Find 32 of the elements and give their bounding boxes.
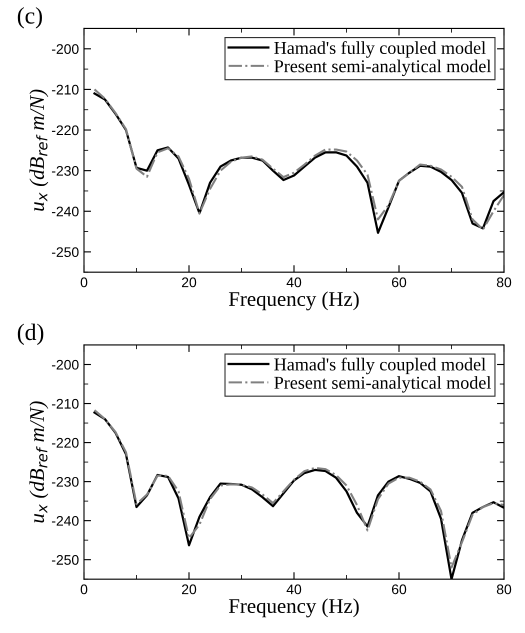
chart-title: (c): [18, 7, 42, 28]
y-axis-title: u$_{x}$ (dB$_{ref}$ m/N): [29, 90, 48, 211]
y-tick-label: -230: [52, 476, 79, 487]
y-tick-label: -230: [52, 166, 79, 176]
y-tick-label: -210: [52, 84, 79, 95]
x-tick-label: 20: [182, 277, 196, 288]
x-tick-label: 0: [80, 277, 88, 288]
y-tick-label: -250: [52, 247, 79, 258]
x-tick-label: 80: [496, 584, 512, 594]
y-axis-title: u$_{x}$ (dB$_{ref}$ m/N): [29, 401, 48, 523]
legend-label: Hamad's fully coupled model: [274, 41, 486, 58]
x-axis-title: Frequency (Hz): [228, 598, 359, 618]
y-tick-label: -250: [52, 555, 79, 565]
x-axis-title: Frequency (Hz): [228, 291, 359, 310]
y-tick-label: -200: [52, 360, 79, 370]
y-tick-label: -210: [52, 398, 79, 409]
y-tick-label: -240: [52, 516, 79, 526]
y-tick-label: -200: [52, 44, 79, 54]
y-tick-label: -220: [52, 125, 79, 136]
x-tick-label: 60: [392, 277, 406, 288]
chart-title: (d): [18, 324, 44, 345]
x-tick-label: 40: [286, 584, 302, 594]
legend-label: Present semi-analytical model: [274, 376, 491, 393]
x-tick-label: 0: [80, 584, 88, 594]
legend-label: Present semi-analytical model: [274, 60, 491, 76]
x-tick-label: 80: [496, 277, 512, 288]
x-tick-label: 60: [392, 584, 406, 594]
legend-label: Hamad's fully coupled model: [274, 358, 486, 374]
y-tick-label: -220: [52, 438, 79, 448]
x-tick-label: 40: [286, 277, 302, 288]
y-tick-label: -240: [52, 206, 79, 216]
x-tick-label: 20: [182, 584, 196, 594]
